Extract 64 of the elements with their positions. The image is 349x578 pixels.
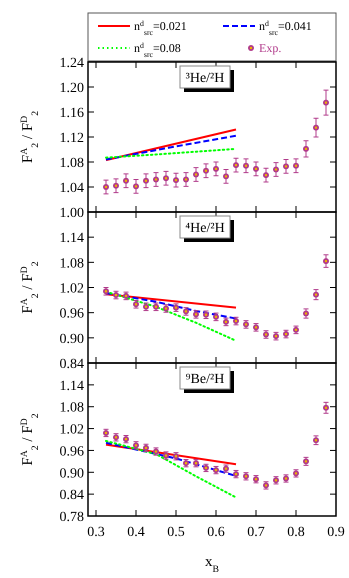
y-tick-label: 1.02 xyxy=(60,422,84,438)
y-tick-label: 1.14 xyxy=(60,231,84,246)
point xyxy=(233,162,239,168)
point xyxy=(273,166,279,172)
point xyxy=(173,177,179,184)
x-tick-label: 0.8 xyxy=(287,525,305,540)
point xyxy=(183,176,189,182)
point xyxy=(223,173,229,180)
x-tick-label: 0.6 xyxy=(207,525,225,540)
annotation: ⁴He/²H xyxy=(185,221,225,236)
point xyxy=(253,166,259,172)
y-tick-label: 1.08 xyxy=(60,256,84,272)
point xyxy=(293,162,299,169)
point xyxy=(103,184,109,190)
point xyxy=(133,183,139,190)
point xyxy=(263,172,269,178)
point xyxy=(243,162,249,169)
y-tick-label: 0.96 xyxy=(60,306,84,322)
x-tick-label: 0.5 xyxy=(167,525,185,540)
y-tick-label: 1.14 xyxy=(60,378,84,394)
point xyxy=(153,176,159,182)
y-tick-label: 0.84 xyxy=(60,357,84,372)
legend-label: Exp. xyxy=(259,41,282,55)
y-tick-label: 1.08 xyxy=(60,156,84,171)
legend-label: n$^{d}$$_{src}$=0.041 xyxy=(259,18,312,36)
y-tick-label: 1.04 xyxy=(60,181,84,196)
y-tick-label: 0.84 xyxy=(60,488,84,504)
point xyxy=(203,168,209,174)
x-tick-label: 0.9 xyxy=(327,525,345,540)
point xyxy=(313,437,319,444)
x-tick-label: 0.4 xyxy=(127,525,145,540)
point xyxy=(123,178,129,184)
y-tick-label: 1.16 xyxy=(60,106,84,121)
point xyxy=(143,178,149,184)
y-tick-label: 1.08 xyxy=(60,400,84,416)
point xyxy=(193,172,199,178)
point xyxy=(113,182,119,189)
y-tick-label: 1.00 xyxy=(60,206,84,221)
point xyxy=(303,146,309,152)
y-tick-label: 1.24 xyxy=(60,56,84,71)
y-tick-label: 0.90 xyxy=(60,466,84,482)
annotation: ⁹Be/²H xyxy=(186,372,224,387)
y-tick-label: 1.12 xyxy=(60,131,84,146)
point xyxy=(323,100,329,106)
line-series xyxy=(105,440,237,498)
point xyxy=(303,310,309,317)
point xyxy=(323,404,329,411)
y-tick-label: 0.90 xyxy=(60,332,84,347)
point xyxy=(283,163,289,170)
annotation: ³He/²H xyxy=(186,71,224,86)
legend-label: n$^{d}$$_{src}$=0.08 xyxy=(134,40,181,58)
point xyxy=(323,258,329,264)
point xyxy=(163,175,169,182)
point xyxy=(313,292,319,298)
point xyxy=(313,124,319,131)
point xyxy=(213,166,219,172)
y-tick-label: 0.78 xyxy=(60,510,84,525)
y-tick-label: 1.02 xyxy=(60,282,84,296)
x-tick-label: 0.7 xyxy=(247,525,265,540)
y-tick-label: 1.20 xyxy=(60,81,84,96)
x-axis-title: x$_{B}$ xyxy=(204,554,220,574)
x-tick-label: 0.3 xyxy=(87,525,105,540)
y-tick-label: 0.96 xyxy=(60,444,84,460)
legend-label: n$^{d}$$_{src}$=0.021 xyxy=(134,18,187,36)
